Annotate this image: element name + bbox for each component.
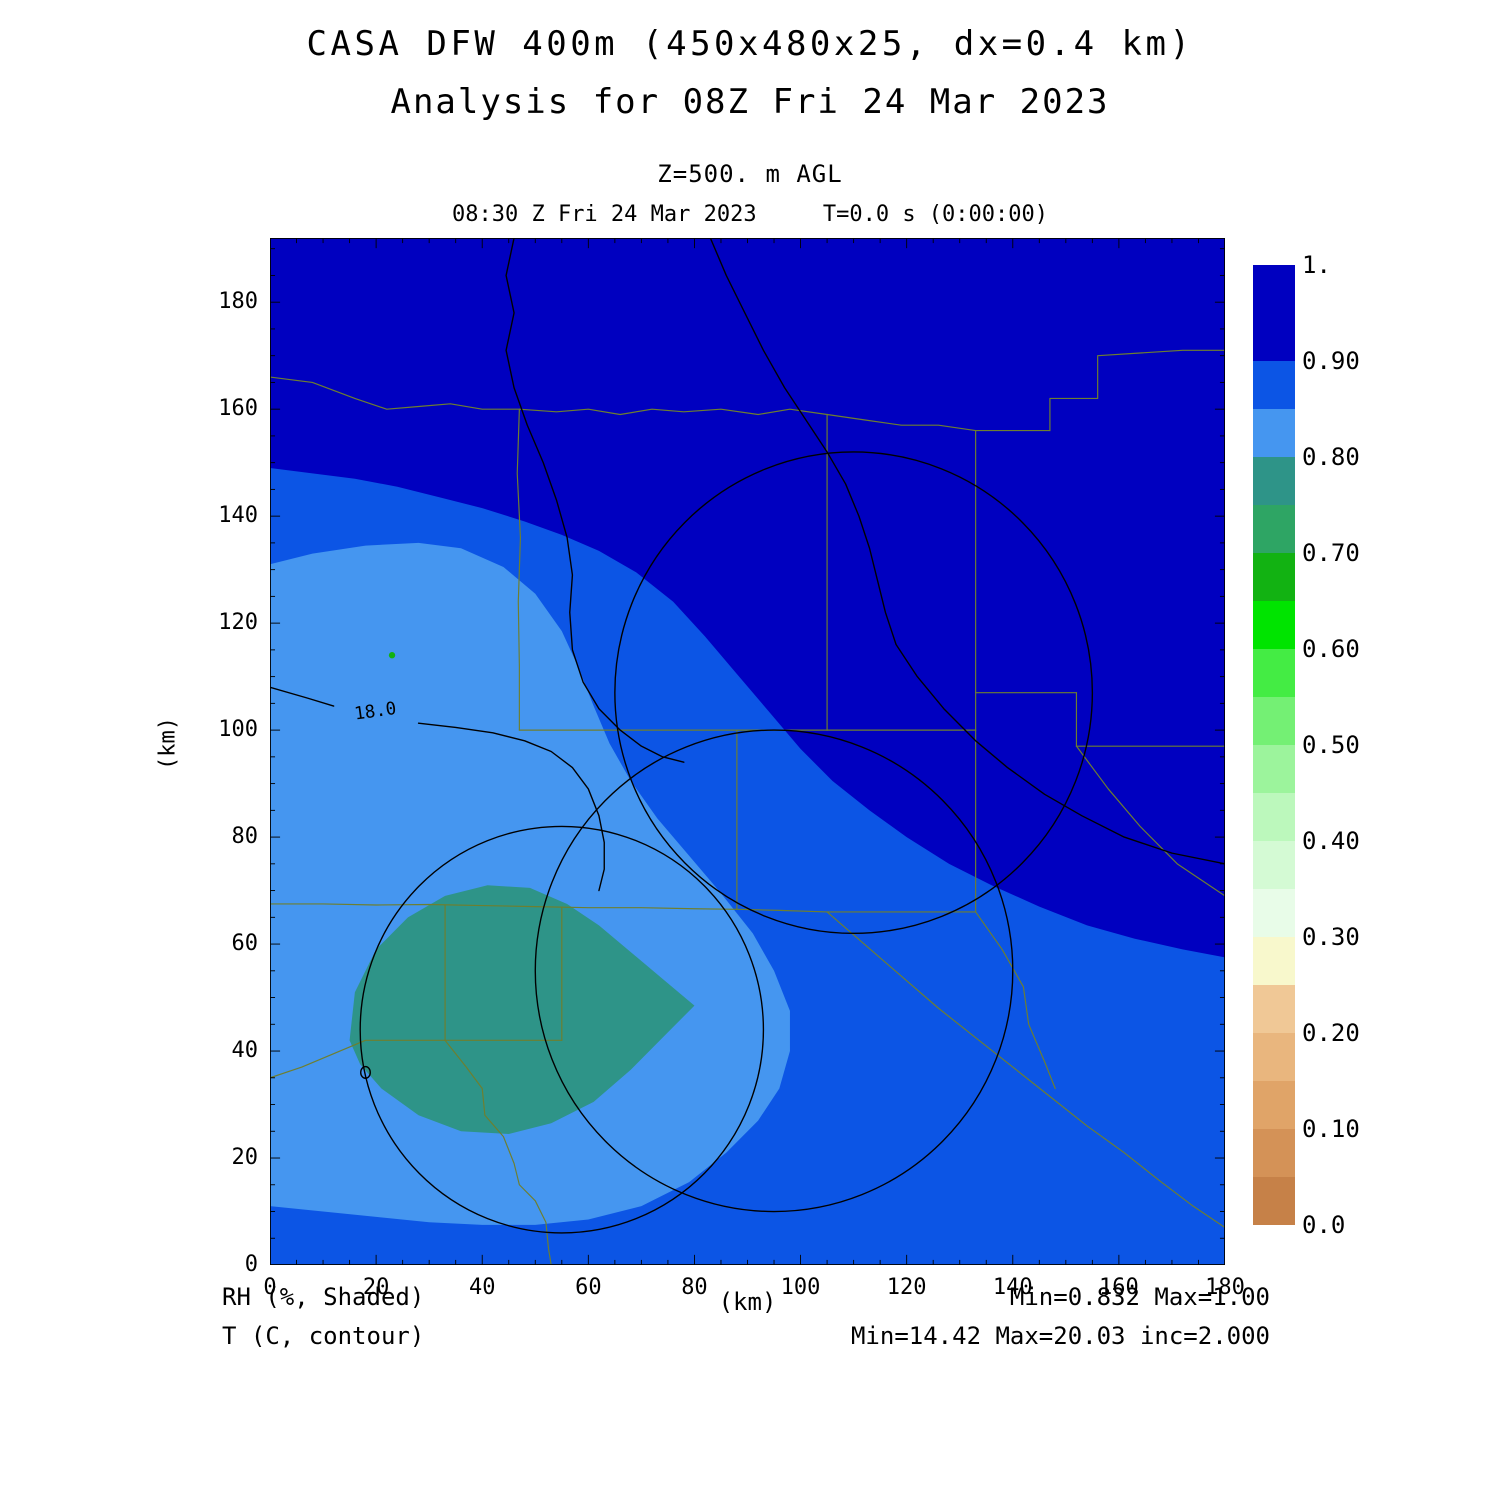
colorbar-cell bbox=[1253, 505, 1295, 553]
colorbar-tick-label: 0.50 bbox=[1302, 731, 1360, 759]
colorbar-tick-label: 0.90 bbox=[1302, 347, 1360, 375]
radar-range-ring bbox=[359, 825, 765, 1234]
y-tick-label: 180 bbox=[218, 289, 258, 315]
temperature-contour bbox=[270, 686, 335, 707]
y-tick-label: 140 bbox=[218, 503, 258, 529]
colorbar-tick-label: 0.0 bbox=[1302, 1211, 1346, 1239]
colorbar-cell bbox=[1253, 649, 1295, 697]
colorbar-cell bbox=[1253, 793, 1295, 841]
colorbar-cell bbox=[1253, 1177, 1295, 1225]
x-tick-label: 120 bbox=[886, 1275, 927, 1300]
colorbar-cell bbox=[1253, 553, 1295, 601]
county-boundary-line bbox=[270, 1039, 446, 1079]
colorbar-tick-label: 0.30 bbox=[1302, 923, 1360, 951]
shaded-stats: Min=0.832 Max=1.00 bbox=[1009, 1283, 1270, 1311]
temperature-contour bbox=[417, 722, 605, 892]
y-tick-label: 80 bbox=[231, 824, 259, 850]
county-boundary-line bbox=[270, 376, 520, 410]
x-tick-label: 160 bbox=[1099, 1275, 1139, 1300]
colorbar-cell bbox=[1253, 937, 1295, 985]
colorbar-cell bbox=[1253, 409, 1295, 457]
level-label: Z=500. m AGL bbox=[657, 160, 843, 188]
temperature-contour bbox=[505, 238, 685, 763]
colorbar-tick-label: 0.60 bbox=[1302, 635, 1360, 663]
y-tick-label: 40 bbox=[231, 1038, 259, 1064]
contour-field-label: T (C, contour) bbox=[222, 1322, 425, 1350]
colorbar-tick-label: 0.70 bbox=[1302, 539, 1360, 567]
colorbar-cell bbox=[1253, 361, 1295, 409]
x-axis-unit-label: (km) bbox=[718, 1288, 777, 1316]
colorbar-tick-label: 0.80 bbox=[1302, 443, 1360, 471]
x-tick-label: 180 bbox=[1205, 1275, 1245, 1300]
colorbar-cell bbox=[1253, 889, 1295, 937]
region-rh-highest-0p95-1p00 bbox=[270, 238, 1225, 958]
y-tick-label: 160 bbox=[218, 396, 258, 422]
colorbar-cell bbox=[1253, 985, 1295, 1033]
x-tick-label: 100 bbox=[780, 1275, 821, 1300]
county-boundary-line bbox=[516, 408, 522, 731]
closed-contour-small bbox=[360, 1065, 371, 1080]
analysis-map: 18.0 bbox=[270, 238, 1225, 1265]
time-label: 08:30 Z Fri 24 Mar 2023 T=0.0 s (0:00:00… bbox=[451, 202, 1049, 227]
radar-range-ring bbox=[534, 729, 1014, 1213]
y-tick-label: 0 bbox=[244, 1252, 258, 1277]
x-tick-label: 60 bbox=[575, 1275, 602, 1300]
x-tick-label: 80 bbox=[681, 1275, 708, 1300]
colorbar-tick-label: 1. bbox=[1302, 251, 1331, 279]
y-tick-label: 100 bbox=[218, 717, 258, 743]
x-tick-label: 40 bbox=[468, 1275, 496, 1300]
radar-range-ring bbox=[614, 451, 1094, 935]
subtitle: Analysis for 08Z Fri 24 Mar 2023 bbox=[390, 82, 1110, 122]
colorbar-cell bbox=[1253, 841, 1295, 889]
county-boundary-line bbox=[518, 408, 828, 416]
county-boundary-line bbox=[1049, 349, 1225, 432]
colorbar-cell bbox=[1253, 265, 1295, 313]
county-boundary-line bbox=[444, 1039, 552, 1265]
y-tick-label: 20 bbox=[231, 1145, 259, 1171]
colorbar-cell bbox=[1253, 697, 1295, 745]
temperature-contour bbox=[709, 238, 1225, 865]
colorbar-tick-label: 0.20 bbox=[1302, 1019, 1360, 1047]
colorbar-cell bbox=[1253, 1129, 1295, 1177]
region-rh-lowest-0p80-0p85 bbox=[349, 885, 695, 1134]
contour-stats: Min=14.42 Max=20.03 inc=2.000 bbox=[850, 1322, 1270, 1350]
county-boundary-line bbox=[1075, 745, 1225, 897]
y-tick-label: 120 bbox=[218, 610, 258, 636]
colorbar-tick-label: 0.10 bbox=[1302, 1115, 1360, 1143]
county-boundary-line bbox=[975, 911, 1056, 1090]
colorbar-cell bbox=[1253, 601, 1295, 649]
x-tick-label: 140 bbox=[992, 1275, 1033, 1300]
colorbar-cell bbox=[1253, 457, 1295, 505]
county-boundary-line bbox=[826, 911, 1225, 1229]
colorbar-tick-label: 0.40 bbox=[1302, 827, 1360, 855]
county-boundary-line bbox=[826, 413, 1051, 432]
colorbar bbox=[1253, 265, 1295, 1225]
colorbar-cell bbox=[1253, 313, 1295, 361]
colorbar-cell bbox=[1253, 745, 1295, 793]
y-tick-label: 60 bbox=[231, 931, 259, 957]
x-tick-label: 20 bbox=[362, 1275, 390, 1300]
colorbar-cell bbox=[1253, 1081, 1295, 1129]
x-tick-label: 0 bbox=[263, 1275, 277, 1300]
shaded-spot bbox=[388, 652, 396, 659]
shaded-field-label: RH (%, Shaded) bbox=[222, 1283, 425, 1311]
main-title: CASA DFW 400m (450x480x25, dx=0.4 km) bbox=[306, 24, 1194, 64]
colorbar-cell bbox=[1253, 1033, 1295, 1081]
